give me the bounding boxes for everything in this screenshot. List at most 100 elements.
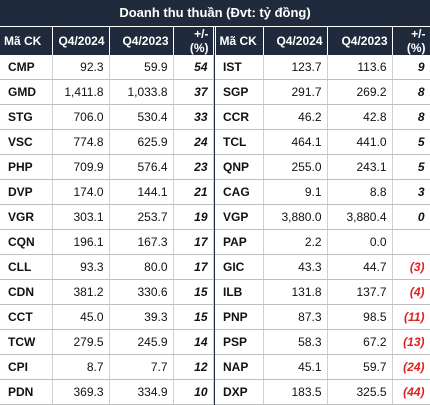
ticker-code: VSC (0, 129, 53, 155)
revenue-q4-2023: 325.5 (327, 379, 393, 405)
revenue-q4-2024: 464.1 (263, 129, 328, 155)
change-percent: 17 (173, 254, 214, 280)
revenue-q4-2024: 1,411.8 (52, 79, 110, 105)
change-percent: 24 (173, 129, 214, 155)
revenue-q4-2023: 59.9 (109, 55, 174, 80)
column-divider (213, 154, 215, 180)
column-divider (213, 27, 216, 55)
revenue-q4-2023: 1,033.8 (109, 79, 174, 105)
column-divider (213, 354, 215, 380)
change-percent: (13) (392, 329, 430, 355)
change-percent: 19 (173, 204, 214, 230)
header-code-left: Mã CK (0, 27, 53, 55)
revenue-q4-2024: 279.5 (52, 329, 110, 355)
revenue-q4-2024: 183.5 (263, 379, 328, 405)
revenue-q4-2023: 8.8 (327, 179, 393, 205)
column-divider (213, 79, 215, 105)
revenue-q4-2024: 381.2 (52, 279, 110, 305)
ticker-code: PAP (215, 229, 264, 255)
column-divider (213, 204, 215, 230)
table-row: CPI 8.7 7.7 12 NAP 45.1 59.7 (24) (0, 354, 430, 380)
ticker-code: VGP (215, 204, 264, 230)
change-percent: 33 (173, 104, 214, 130)
revenue-q4-2023: 245.9 (109, 329, 174, 355)
revenue-q4-2023: 625.9 (109, 129, 174, 155)
revenue-q4-2023: 334.9 (109, 379, 174, 405)
change-percent: (4) (392, 279, 430, 305)
table-row: CCT 45.0 39.3 15 PNP 87.3 98.5 (11) (0, 304, 430, 330)
revenue-q4-2023: 39.3 (109, 304, 174, 330)
column-divider (213, 55, 215, 80)
column-divider (213, 229, 215, 255)
revenue-q4-2023: 269.2 (327, 79, 393, 105)
revenue-q4-2024: 369.3 (52, 379, 110, 405)
revenue-q4-2024: 2.2 (263, 229, 328, 255)
change-percent (392, 229, 430, 255)
revenue-q4-2024: 46.2 (263, 104, 328, 130)
change-percent: 21 (173, 179, 214, 205)
table-row: CMP 92.3 59.9 54 IST 123.7 113.6 9 (0, 55, 430, 80)
change-percent: 14 (173, 329, 214, 355)
revenue-q4-2023: 3,880.4 (327, 204, 393, 230)
revenue-q4-2023: 7.7 (109, 354, 174, 380)
revenue-q4-2024: 45.1 (263, 354, 328, 380)
column-divider (213, 304, 215, 330)
ticker-code: CMP (0, 55, 53, 80)
ticker-code: CCT (0, 304, 53, 330)
header-code-right: Mã CK (215, 27, 264, 55)
revenue-q4-2023: 0.0 (327, 229, 393, 255)
revenue-q4-2024: 93.3 (52, 254, 110, 280)
table-row: VSC 774.8 625.9 24 TCL 464.1 441.0 5 (0, 129, 430, 155)
ticker-code: CCR (215, 104, 264, 130)
table-title: Doanh thu thuần (Đvt: tỷ đồng) (0, 0, 430, 27)
ticker-code: GIC (215, 254, 264, 280)
revenue-q4-2024: 123.7 (263, 55, 328, 80)
change-percent: 10 (173, 379, 214, 405)
revenue-q4-2023: 576.4 (109, 154, 174, 180)
ticker-code: STG (0, 104, 53, 130)
revenue-q4-2023: 44.7 (327, 254, 393, 280)
revenue-q4-2023: 137.7 (327, 279, 393, 305)
table-row: CDN 381.2 330.6 15 ILB 131.8 137.7 (4) (0, 279, 430, 305)
ticker-code: CAG (215, 179, 264, 205)
ticker-code: PHP (0, 154, 53, 180)
revenue-q4-2024: 255.0 (263, 154, 328, 180)
ticker-code: CQN (0, 229, 53, 255)
change-percent: 37 (173, 79, 214, 105)
ticker-code: CLL (0, 254, 53, 280)
change-percent: 0 (392, 204, 430, 230)
ticker-code: VGR (0, 204, 53, 230)
table-body: CMP 92.3 59.9 54 IST 123.7 113.6 9 GMD 1,411.8 1,0… (0, 55, 430, 405)
revenue-q4-2024: 303.1 (52, 204, 110, 230)
revenue-q4-2024: 291.7 (263, 79, 328, 105)
revenue-q4-2024: 9.1 (263, 179, 328, 205)
change-percent: 5 (392, 129, 430, 155)
ticker-code: IST (215, 55, 264, 80)
revenue-q4-2023: 42.8 (327, 104, 393, 130)
change-percent: 54 (173, 55, 214, 80)
table-row: VGR 303.1 253.7 19 VGP 3,880.0 3,880.4 0 (0, 204, 430, 230)
revenue-q4-2023: 441.0 (327, 129, 393, 155)
revenue-q4-2024: 131.8 (263, 279, 328, 305)
change-percent: (3) (392, 254, 430, 280)
change-percent: 8 (392, 104, 430, 130)
change-percent: 15 (173, 279, 214, 305)
revenue-q4-2023: 113.6 (327, 55, 393, 80)
revenue-q4-2023: 253.7 (109, 204, 174, 230)
header-q4-2023-left: Q4/2023 (109, 27, 174, 55)
table-row: PDN 369.3 334.9 10 DXP 183.5 325.5 (44) (0, 379, 430, 405)
ticker-code: DVP (0, 179, 53, 205)
ticker-code: DXP (215, 379, 264, 405)
table-row: GMD 1,411.8 1,033.8 37 SGP 291.7 269.2 8 (0, 79, 430, 105)
ticker-code: SGP (215, 79, 264, 105)
change-percent: 3 (392, 179, 430, 205)
table-row: PHP 709.9 576.4 23 QNP 255.0 243.1 5 (0, 154, 430, 180)
table-row: DVP 174.0 144.1 21 CAG 9.1 8.8 3 (0, 179, 430, 205)
revenue-q4-2024: 3,880.0 (263, 204, 328, 230)
ticker-code: TCL (215, 129, 264, 155)
ticker-code: QNP (215, 154, 264, 180)
table-row: CQN 196.1 167.3 17 PAP 2.2 0.0 (0, 229, 430, 255)
revenue-q4-2024: 58.3 (263, 329, 328, 355)
column-divider (213, 379, 215, 405)
